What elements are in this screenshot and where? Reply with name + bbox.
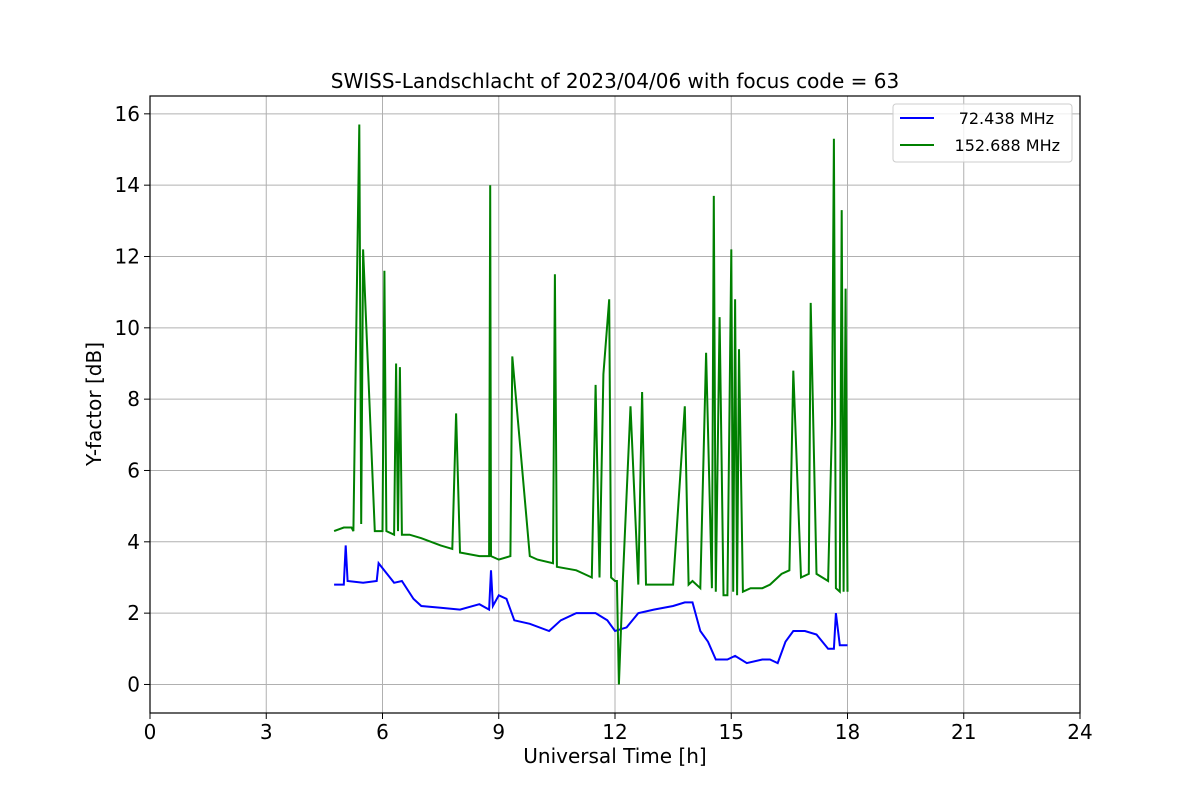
legend-label-72mhz: 72.438 MHz	[959, 109, 1054, 128]
x-tick-label: 6	[376, 720, 389, 744]
y-tick-label: 6	[127, 458, 140, 482]
x-tick-label: 15	[719, 720, 744, 744]
x-tick-label: 24	[1067, 720, 1092, 744]
y-tick-label: 16	[115, 102, 140, 126]
y-tick-label: 4	[127, 530, 140, 554]
x-tick-label: 12	[602, 720, 627, 744]
x-axis-title: Universal Time [h]	[523, 744, 706, 768]
y-tick-label: 0	[127, 672, 140, 696]
y-tick-label: 12	[115, 244, 140, 268]
y-axis-title: Y-factor [dB]	[82, 342, 106, 467]
y-tick-label: 10	[115, 316, 140, 340]
x-tick-label: 0	[144, 720, 157, 744]
series-layer	[333, 124, 849, 685]
chart-title: SWISS-Landschlacht of 2023/04/06 with fo…	[331, 69, 899, 93]
y-tick-label: 2	[127, 601, 140, 625]
legend: 72.438 MHz 152.688 MHz	[892, 103, 1073, 163]
legend-label-152mhz: 152.688 MHz	[955, 136, 1060, 155]
y-tick-label: 8	[127, 387, 140, 411]
series-line-152mhz	[333, 124, 849, 685]
x-tick-label: 21	[951, 720, 976, 744]
x-tick-label: 3	[260, 720, 273, 744]
legend-box	[892, 103, 1073, 163]
y-tick-label: 14	[115, 173, 140, 197]
x-tick-label: 18	[835, 720, 860, 744]
series-line-72mhz	[334, 545, 848, 665]
x-tick-label: 9	[492, 720, 505, 744]
